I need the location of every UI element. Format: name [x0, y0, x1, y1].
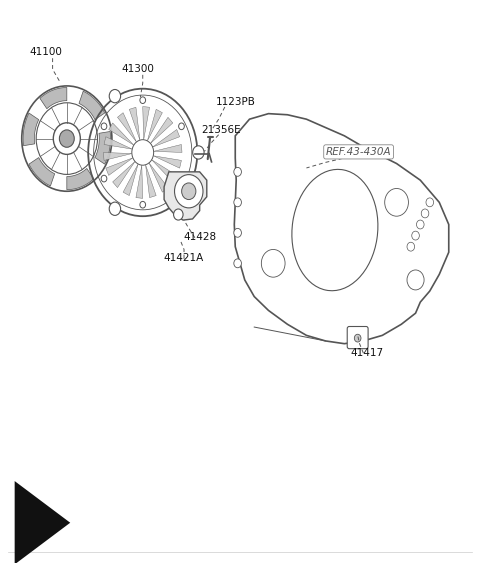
Text: 1123PB: 1123PB	[216, 97, 255, 107]
Polygon shape	[164, 172, 207, 220]
Polygon shape	[136, 165, 143, 198]
Polygon shape	[23, 113, 39, 146]
Polygon shape	[67, 168, 94, 190]
Circle shape	[109, 202, 120, 216]
Text: 41100: 41100	[29, 47, 62, 57]
Polygon shape	[29, 158, 55, 186]
Circle shape	[234, 198, 241, 207]
Text: 41421A: 41421A	[164, 253, 204, 263]
Polygon shape	[152, 160, 177, 182]
Circle shape	[407, 270, 424, 290]
Polygon shape	[149, 163, 168, 192]
Circle shape	[101, 175, 107, 182]
Polygon shape	[129, 107, 140, 140]
Circle shape	[109, 90, 120, 103]
Polygon shape	[106, 158, 133, 176]
Polygon shape	[153, 129, 180, 147]
FancyBboxPatch shape	[347, 327, 368, 348]
Polygon shape	[234, 114, 449, 343]
Circle shape	[101, 123, 107, 129]
Circle shape	[140, 97, 145, 104]
Polygon shape	[150, 117, 173, 144]
Text: 41428: 41428	[183, 233, 216, 242]
Polygon shape	[79, 91, 105, 119]
Text: FR.: FR.	[22, 508, 45, 521]
Polygon shape	[118, 113, 136, 142]
Text: 21356E: 21356E	[201, 125, 241, 135]
Circle shape	[181, 183, 196, 199]
Circle shape	[234, 259, 241, 268]
Circle shape	[174, 209, 183, 220]
Circle shape	[60, 130, 74, 148]
Polygon shape	[123, 164, 138, 195]
Polygon shape	[154, 145, 182, 153]
Polygon shape	[104, 137, 132, 149]
Circle shape	[384, 189, 408, 216]
Circle shape	[192, 146, 204, 159]
Circle shape	[140, 202, 145, 208]
Text: 41417: 41417	[350, 347, 384, 358]
Polygon shape	[113, 162, 135, 187]
Text: 41300: 41300	[121, 64, 155, 74]
Polygon shape	[145, 165, 156, 198]
Circle shape	[175, 175, 203, 208]
Polygon shape	[40, 87, 67, 109]
Polygon shape	[104, 153, 132, 160]
Polygon shape	[153, 156, 181, 168]
Polygon shape	[147, 109, 162, 141]
Circle shape	[234, 229, 241, 237]
Circle shape	[179, 175, 184, 182]
Circle shape	[179, 123, 184, 129]
Polygon shape	[108, 123, 134, 145]
Circle shape	[354, 334, 361, 342]
Text: REF.43-430A: REF.43-430A	[326, 147, 391, 157]
Circle shape	[234, 167, 241, 176]
Polygon shape	[143, 106, 150, 140]
Polygon shape	[95, 132, 110, 164]
Circle shape	[261, 249, 285, 277]
